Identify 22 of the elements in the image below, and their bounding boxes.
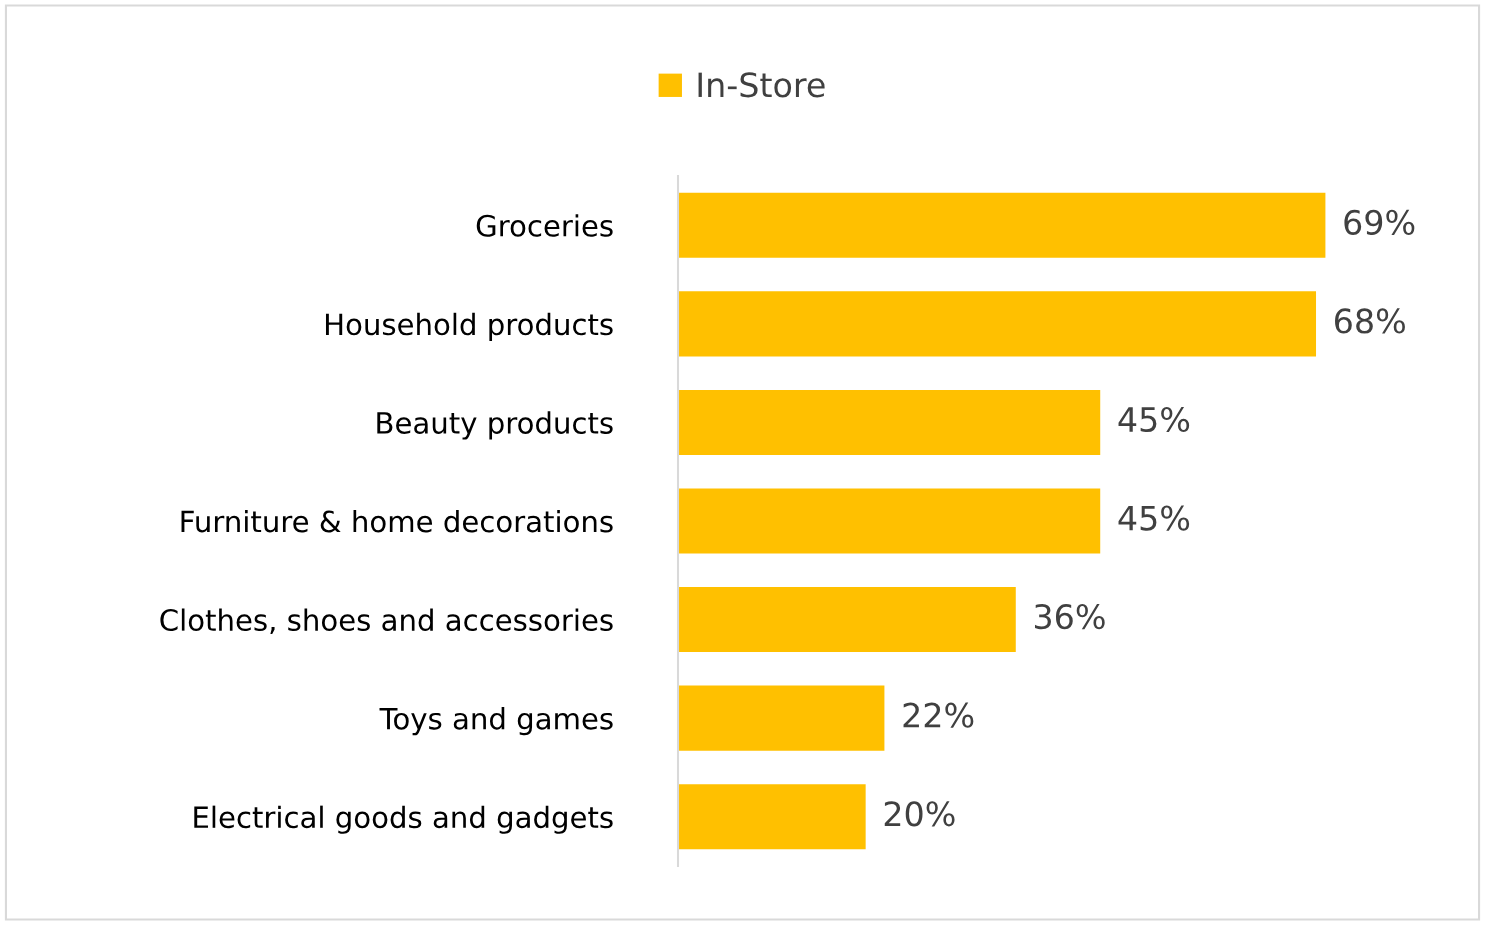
data-label: 20% [884, 801, 955, 827]
bar [678, 685, 885, 751]
bar [678, 587, 1016, 653]
data-label: 45% [1118, 406, 1190, 433]
y-tick-label: Groceries [476, 214, 613, 237]
bar [678, 291, 1317, 357]
legend-label: In-Store [698, 72, 825, 98]
bar [678, 192, 1326, 258]
data-label: 68% [1335, 308, 1405, 334]
data-label: 36% [1034, 604, 1105, 630]
y-tick-label: Furniture & home decorations [181, 509, 613, 533]
data-label: 45% [1118, 505, 1190, 531]
data-label: 22% [903, 702, 974, 728]
y-tick-label: Clothes, shoes and accessories [160, 608, 613, 635]
bar [678, 488, 1101, 554]
y-tick-label: Electrical goods and gadgets [194, 805, 613, 834]
bar [678, 389, 1101, 455]
y-tick-label: Household products [325, 312, 613, 341]
y-tick-label: Toys and games [379, 707, 613, 736]
y-tick-label: Beauty products [377, 411, 613, 440]
data-label: 69% [1344, 209, 1415, 235]
bar [678, 784, 866, 850]
